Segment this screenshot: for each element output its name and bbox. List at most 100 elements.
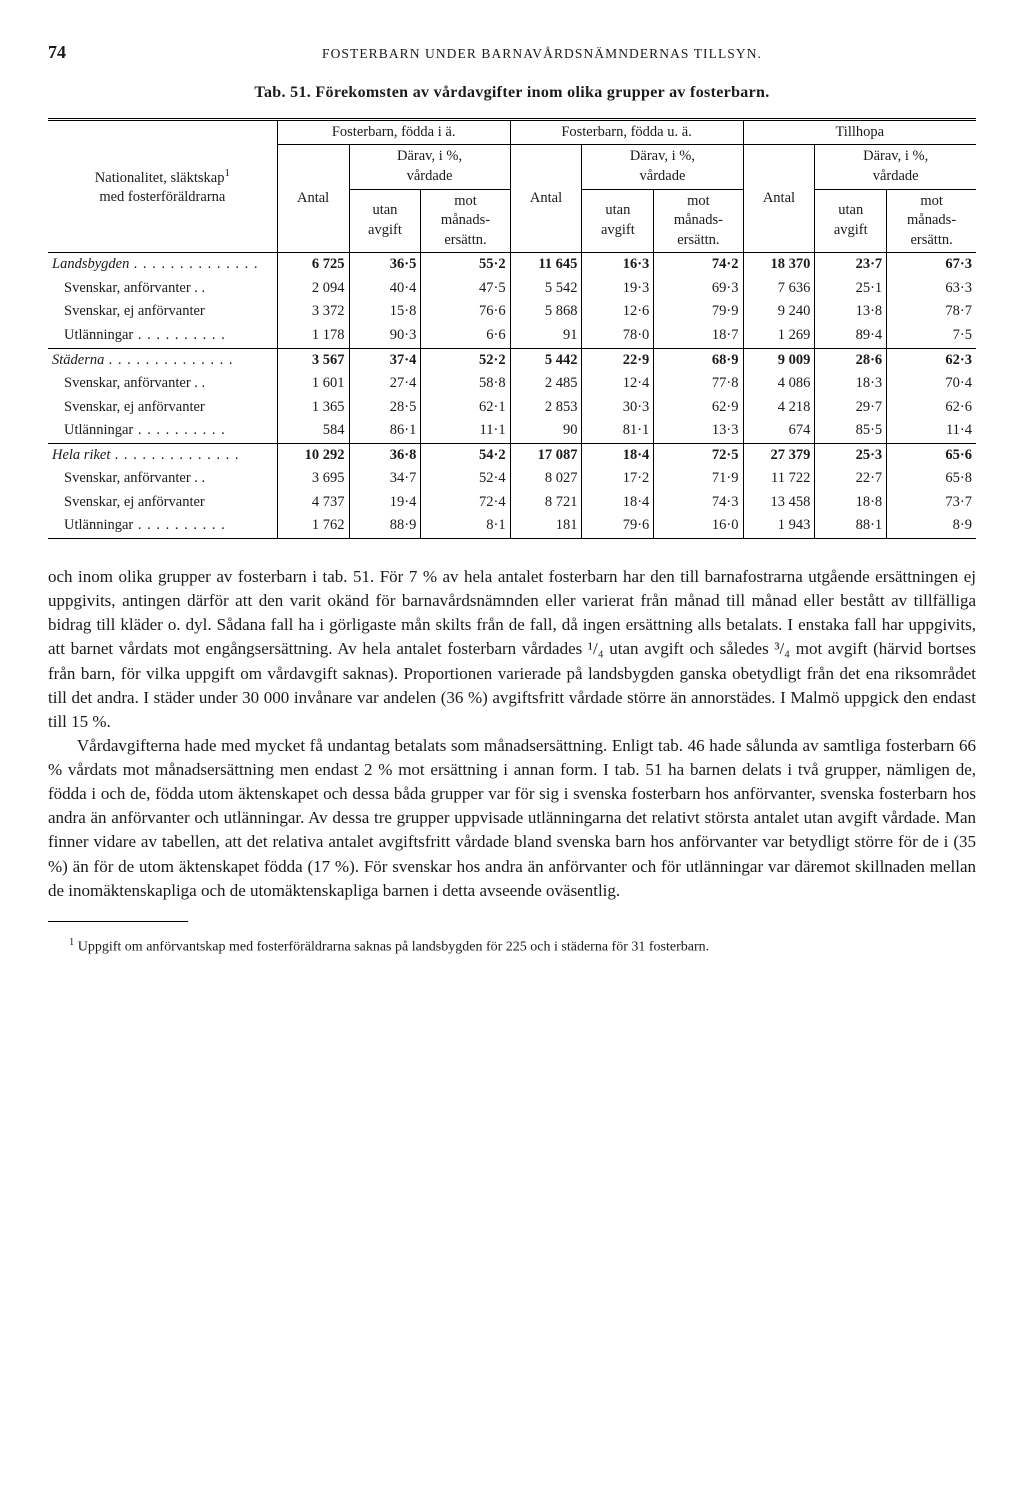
cell: 72·5	[654, 443, 743, 467]
cell: 4 218	[743, 396, 815, 420]
cell: 4 737	[277, 491, 349, 515]
h-antal-c: Antal	[743, 145, 815, 253]
cell: 13·3	[654, 419, 743, 443]
cell: 28·5	[349, 396, 421, 420]
cell: 2 485	[510, 372, 582, 396]
cell: 1 178	[277, 324, 349, 348]
cell: 85·5	[815, 419, 887, 443]
cell: 17·2	[582, 467, 654, 491]
row-label: Svenskar, anförvanter . .	[48, 372, 277, 396]
cell: 12·4	[582, 372, 654, 396]
running-head: FOSTERBARN UNDER BARNAVÅRDSNÄMNDERNAS TI…	[108, 45, 976, 63]
cell: 8·1	[421, 514, 510, 538]
h-mot-c: motmånads-ersättn.	[887, 189, 976, 253]
cell: 5 442	[510, 348, 582, 372]
cell: 1 601	[277, 372, 349, 396]
cell: 74·3	[654, 491, 743, 515]
cell: 18·4	[582, 491, 654, 515]
cell: 7 636	[743, 277, 815, 301]
cell: 18·7	[654, 324, 743, 348]
h-utan-b: utanavgift	[582, 189, 654, 253]
cell: 65·6	[887, 443, 976, 467]
cell: 12·6	[582, 300, 654, 324]
page-number: 74	[48, 40, 108, 64]
col-group-b: Fosterbarn, födda u. ä.	[510, 119, 743, 145]
cell: 9 240	[743, 300, 815, 324]
cell: 29·7	[815, 396, 887, 420]
cell: 72·4	[421, 491, 510, 515]
cell: 6 725	[277, 253, 349, 277]
cell: 28·6	[815, 348, 887, 372]
cell: 68·9	[654, 348, 743, 372]
row-label: Utlänningar	[48, 514, 277, 538]
row-label: Hela riket	[48, 443, 277, 467]
cell: 17 087	[510, 443, 582, 467]
cell: 70·4	[887, 372, 976, 396]
cell: 63·3	[887, 277, 976, 301]
table-row: Städerna3 56737·452·25 44222·968·99 0092…	[48, 348, 976, 372]
cell: 16·3	[582, 253, 654, 277]
table-row: Utlänningar58486·111·19081·113·367485·51…	[48, 419, 976, 443]
cell: 62·9	[654, 396, 743, 420]
cell: 3 567	[277, 348, 349, 372]
cell: 88·9	[349, 514, 421, 538]
h-utan-a: utanavgift	[349, 189, 421, 253]
cell: 52·2	[421, 348, 510, 372]
cell: 74·2	[654, 253, 743, 277]
table-caption: Tab. 51. Förekomsten av vårdavgifter ino…	[48, 82, 976, 104]
cell: 73·7	[887, 491, 976, 515]
cell: 18·3	[815, 372, 887, 396]
cell: 76·6	[421, 300, 510, 324]
cell: 1 762	[277, 514, 349, 538]
paragraph-1: och inom olika grupper av fosterbarn i t…	[48, 565, 976, 734]
cell: 3 695	[277, 467, 349, 491]
cell: 19·4	[349, 491, 421, 515]
cell: 55·2	[421, 253, 510, 277]
cell: 62·3	[887, 348, 976, 372]
cell: 11 645	[510, 253, 582, 277]
row-label: Svenskar, anförvanter . .	[48, 467, 277, 491]
row-label: Svenskar, ej anförvanter	[48, 491, 277, 515]
row-label: Städerna	[48, 348, 277, 372]
cell: 40·4	[349, 277, 421, 301]
cell: 18 370	[743, 253, 815, 277]
cell: 8 027	[510, 467, 582, 491]
cell: 52·4	[421, 467, 510, 491]
cell: 91	[510, 324, 582, 348]
h-mot-a: motmånads-ersättn.	[421, 189, 510, 253]
h-darav-a: Därav, i %,vårdade	[349, 145, 510, 189]
cell: 6·6	[421, 324, 510, 348]
cell: 78·7	[887, 300, 976, 324]
cell: 25·1	[815, 277, 887, 301]
cell: 54·2	[421, 443, 510, 467]
cell: 30·3	[582, 396, 654, 420]
table-51: Nationalitet, släktskap1 med fosterföräl…	[48, 118, 976, 539]
cell: 1 269	[743, 324, 815, 348]
h-darav-c: Därav, i %,vårdade	[815, 145, 976, 189]
cell: 62·6	[887, 396, 976, 420]
cell: 2 853	[510, 396, 582, 420]
footnote: 1 Uppgift om anförvantskap med fosterför…	[48, 936, 976, 957]
cell: 181	[510, 514, 582, 538]
stub-heading: Nationalitet, släktskap1 med fosterföräl…	[48, 119, 277, 252]
table-row: Svenskar, anförvanter . .3 69534·752·48 …	[48, 467, 976, 491]
cell: 79·9	[654, 300, 743, 324]
table-row: Utlänningar1 17890·36·69178·018·71 26989…	[48, 324, 976, 348]
row-label: Svenskar, ej anförvanter	[48, 396, 277, 420]
cell: 90	[510, 419, 582, 443]
cell: 69·3	[654, 277, 743, 301]
cell: 67·3	[887, 253, 976, 277]
cell: 5 542	[510, 277, 582, 301]
cell: 79·6	[582, 514, 654, 538]
cell: 90·3	[349, 324, 421, 348]
cell: 27 379	[743, 443, 815, 467]
cell: 47·5	[421, 277, 510, 301]
cell: 11·4	[887, 419, 976, 443]
cell: 13·8	[815, 300, 887, 324]
h-utan-c: utanavgift	[815, 189, 887, 253]
cell: 19·3	[582, 277, 654, 301]
cell: 9 009	[743, 348, 815, 372]
paragraph-2: Vårdavgifterna hade med mycket få undant…	[48, 734, 976, 903]
cell: 584	[277, 419, 349, 443]
col-group-c: Tillhopa	[743, 119, 976, 145]
